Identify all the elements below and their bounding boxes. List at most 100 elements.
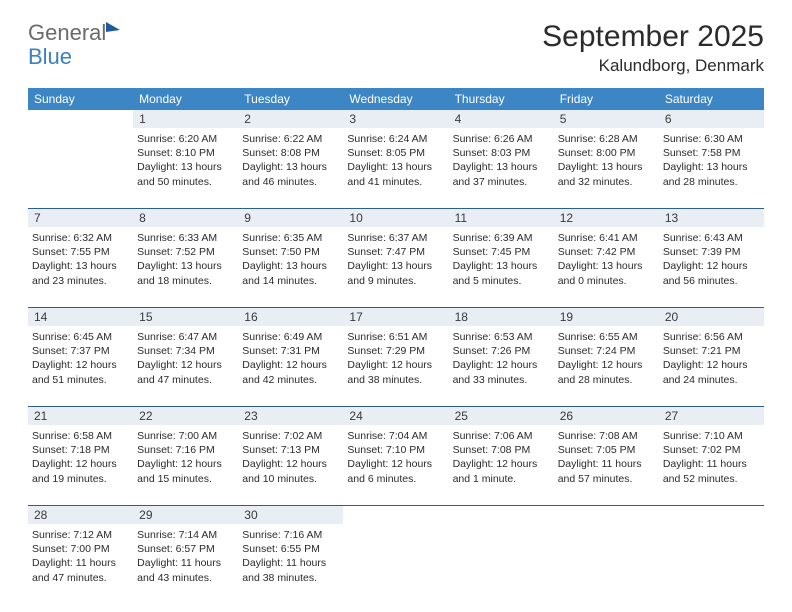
day-cell: Sunrise: 6:22 AMSunset: 8:08 PMDaylight:… xyxy=(238,128,343,208)
day-number: 30 xyxy=(238,506,343,524)
day-number: 11 xyxy=(449,209,554,227)
day-cell: Sunrise: 6:30 AMSunset: 7:58 PMDaylight:… xyxy=(659,128,764,208)
day-cell: Sunrise: 6:26 AMSunset: 8:03 PMDaylight:… xyxy=(449,128,554,208)
day-number: 3 xyxy=(343,110,448,128)
day-details: Sunrise: 6:24 AMSunset: 8:05 PMDaylight:… xyxy=(347,130,444,189)
day-cell: Sunrise: 6:56 AMSunset: 7:21 PMDaylight:… xyxy=(659,326,764,406)
day-cell xyxy=(554,524,659,604)
day-of-week-header: Sunday xyxy=(28,88,133,110)
day-details: Sunrise: 6:35 AMSunset: 7:50 PMDaylight:… xyxy=(242,229,339,288)
day-cell: Sunrise: 6:24 AMSunset: 8:05 PMDaylight:… xyxy=(343,128,448,208)
day-number: 29 xyxy=(133,506,238,524)
day-of-week-row: SundayMondayTuesdayWednesdayThursdayFrid… xyxy=(28,88,764,110)
day-cell: Sunrise: 6:41 AMSunset: 7:42 PMDaylight:… xyxy=(554,227,659,307)
day-number: 10 xyxy=(343,209,448,227)
day-details: Sunrise: 6:33 AMSunset: 7:52 PMDaylight:… xyxy=(137,229,234,288)
day-details: Sunrise: 6:41 AMSunset: 7:42 PMDaylight:… xyxy=(558,229,655,288)
day-details: Sunrise: 6:47 AMSunset: 7:34 PMDaylight:… xyxy=(137,328,234,387)
day-details: Sunrise: 7:10 AMSunset: 7:02 PMDaylight:… xyxy=(663,427,760,486)
day-number: 13 xyxy=(659,209,764,227)
day-cell: Sunrise: 7:06 AMSunset: 7:08 PMDaylight:… xyxy=(449,425,554,505)
day-number: 4 xyxy=(449,110,554,128)
day-of-week-header: Wednesday xyxy=(343,88,448,110)
day-details: Sunrise: 7:12 AMSunset: 7:00 PMDaylight:… xyxy=(32,526,129,585)
day-number: 23 xyxy=(238,407,343,425)
day-number: 28 xyxy=(28,506,133,524)
day-details: Sunrise: 6:55 AMSunset: 7:24 PMDaylight:… xyxy=(558,328,655,387)
day-details: Sunrise: 6:20 AMSunset: 8:10 PMDaylight:… xyxy=(137,130,234,189)
title-block: September 2025 Kalundborg, Denmark xyxy=(542,20,764,76)
logo-word-2: Blue xyxy=(28,44,72,70)
day-details: Sunrise: 6:28 AMSunset: 8:00 PMDaylight:… xyxy=(558,130,655,189)
day-details: Sunrise: 7:00 AMSunset: 7:16 PMDaylight:… xyxy=(137,427,234,486)
day-cell: Sunrise: 6:58 AMSunset: 7:18 PMDaylight:… xyxy=(28,425,133,505)
day-details: Sunrise: 7:06 AMSunset: 7:08 PMDaylight:… xyxy=(453,427,550,486)
day-details: Sunrise: 7:16 AMSunset: 6:55 PMDaylight:… xyxy=(242,526,339,585)
day-details: Sunrise: 6:56 AMSunset: 7:21 PMDaylight:… xyxy=(663,328,760,387)
day-cell: Sunrise: 6:37 AMSunset: 7:47 PMDaylight:… xyxy=(343,227,448,307)
day-cell xyxy=(659,524,764,604)
day-of-week-header: Tuesday xyxy=(238,88,343,110)
day-cell: Sunrise: 7:10 AMSunset: 7:02 PMDaylight:… xyxy=(659,425,764,505)
day-cell: Sunrise: 7:12 AMSunset: 7:00 PMDaylight:… xyxy=(28,524,133,604)
day-cell: Sunrise: 6:28 AMSunset: 8:00 PMDaylight:… xyxy=(554,128,659,208)
day-details: Sunrise: 6:49 AMSunset: 7:31 PMDaylight:… xyxy=(242,328,339,387)
day-of-week-header: Thursday xyxy=(449,88,554,110)
day-details: Sunrise: 6:26 AMSunset: 8:03 PMDaylight:… xyxy=(453,130,550,189)
day-number: 1 xyxy=(133,110,238,128)
day-cell: Sunrise: 7:02 AMSunset: 7:13 PMDaylight:… xyxy=(238,425,343,505)
day-cell: Sunrise: 6:53 AMSunset: 7:26 PMDaylight:… xyxy=(449,326,554,406)
day-details: Sunrise: 6:30 AMSunset: 7:58 PMDaylight:… xyxy=(663,130,760,189)
day-cell: Sunrise: 6:35 AMSunset: 7:50 PMDaylight:… xyxy=(238,227,343,307)
day-cell xyxy=(449,524,554,604)
day-number: 9 xyxy=(238,209,343,227)
day-number xyxy=(554,506,659,524)
day-details: Sunrise: 6:43 AMSunset: 7:39 PMDaylight:… xyxy=(663,229,760,288)
day-details: Sunrise: 6:37 AMSunset: 7:47 PMDaylight:… xyxy=(347,229,444,288)
day-number: 12 xyxy=(554,209,659,227)
day-number: 25 xyxy=(449,407,554,425)
day-number: 2 xyxy=(238,110,343,128)
header: General Blue September 2025 Kalundborg, … xyxy=(28,20,764,76)
day-number xyxy=(343,506,448,524)
day-details: Sunrise: 6:22 AMSunset: 8:08 PMDaylight:… xyxy=(242,130,339,189)
day-cell: Sunrise: 6:55 AMSunset: 7:24 PMDaylight:… xyxy=(554,326,659,406)
day-number: 8 xyxy=(133,209,238,227)
month-title: September 2025 xyxy=(542,20,764,54)
day-details: Sunrise: 6:51 AMSunset: 7:29 PMDaylight:… xyxy=(347,328,444,387)
day-number xyxy=(28,110,133,128)
day-number: 19 xyxy=(554,308,659,326)
day-number: 6 xyxy=(659,110,764,128)
day-of-week-header: Monday xyxy=(133,88,238,110)
day-of-week-header: Friday xyxy=(554,88,659,110)
day-cell: Sunrise: 7:00 AMSunset: 7:16 PMDaylight:… xyxy=(133,425,238,505)
day-of-week-header: Saturday xyxy=(659,88,764,110)
day-number: 17 xyxy=(343,308,448,326)
day-cell xyxy=(343,524,448,604)
day-number: 5 xyxy=(554,110,659,128)
day-number xyxy=(449,506,554,524)
calendar-table: SundayMondayTuesdayWednesdayThursdayFrid… xyxy=(28,88,764,604)
logo: General Blue xyxy=(28,20,120,46)
day-details: Sunrise: 7:04 AMSunset: 7:10 PMDaylight:… xyxy=(347,427,444,486)
day-details: Sunrise: 7:08 AMSunset: 7:05 PMDaylight:… xyxy=(558,427,655,486)
day-number: 27 xyxy=(659,407,764,425)
day-details: Sunrise: 6:53 AMSunset: 7:26 PMDaylight:… xyxy=(453,328,550,387)
day-details: Sunrise: 6:45 AMSunset: 7:37 PMDaylight:… xyxy=(32,328,129,387)
day-cell: Sunrise: 6:20 AMSunset: 8:10 PMDaylight:… xyxy=(133,128,238,208)
day-cell: Sunrise: 7:16 AMSunset: 6:55 PMDaylight:… xyxy=(238,524,343,604)
day-number: 26 xyxy=(554,407,659,425)
day-cell: Sunrise: 6:49 AMSunset: 7:31 PMDaylight:… xyxy=(238,326,343,406)
day-cell: Sunrise: 6:32 AMSunset: 7:55 PMDaylight:… xyxy=(28,227,133,307)
day-cell: Sunrise: 6:45 AMSunset: 7:37 PMDaylight:… xyxy=(28,326,133,406)
day-details: Sunrise: 6:58 AMSunset: 7:18 PMDaylight:… xyxy=(32,427,129,486)
day-number: 21 xyxy=(28,407,133,425)
day-details: Sunrise: 7:14 AMSunset: 6:57 PMDaylight:… xyxy=(137,526,234,585)
day-number xyxy=(659,506,764,524)
day-cell: Sunrise: 6:47 AMSunset: 7:34 PMDaylight:… xyxy=(133,326,238,406)
day-number: 15 xyxy=(133,308,238,326)
day-details: Sunrise: 6:32 AMSunset: 7:55 PMDaylight:… xyxy=(32,229,129,288)
day-number: 22 xyxy=(133,407,238,425)
day-cell: Sunrise: 7:08 AMSunset: 7:05 PMDaylight:… xyxy=(554,425,659,505)
day-number: 24 xyxy=(343,407,448,425)
